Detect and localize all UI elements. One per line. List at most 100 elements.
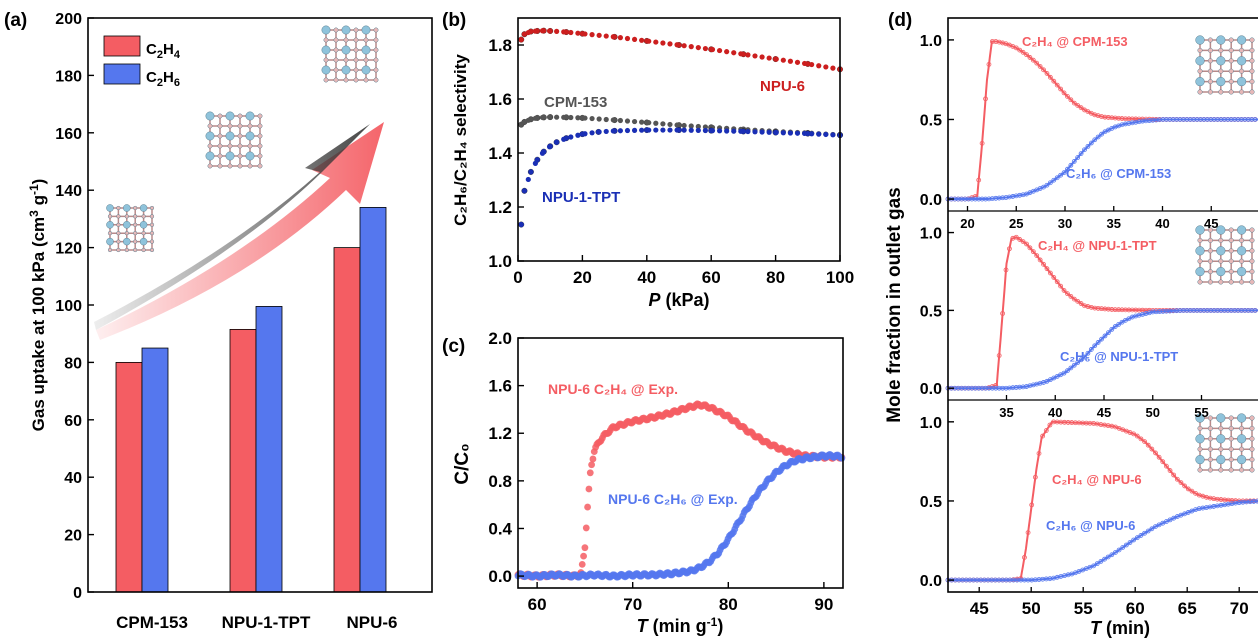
framework-atom <box>1207 446 1213 452</box>
framework-atom <box>1218 467 1224 473</box>
framework-atom <box>123 221 131 229</box>
framework-atom <box>1249 425 1255 431</box>
framework-atom <box>1207 89 1213 95</box>
framework-atom <box>1218 68 1224 74</box>
point-d1-c2h6 <box>1092 137 1098 143</box>
framework-atom <box>1249 415 1255 421</box>
chart-b-points <box>518 27 843 228</box>
point-d2-c2h6 <box>1249 307 1255 313</box>
framework-atom <box>247 123 253 129</box>
point-npu1tpt <box>575 132 581 138</box>
x-tick-label: 20 <box>573 268 592 287</box>
point-d2-c2h6 <box>1222 307 1227 313</box>
framework-atom <box>217 133 223 139</box>
framework-atom <box>1197 425 1203 431</box>
point-d2-c2h4 <box>1109 307 1115 312</box>
chart-b-x-axis-label: P (kPa) <box>648 290 709 310</box>
point-d1-c2h6 <box>1191 117 1197 122</box>
framework-atom <box>1207 58 1213 64</box>
framework-atom <box>237 153 243 159</box>
point-d1-c2h6 <box>1061 170 1067 176</box>
point-npu1tpt <box>624 127 631 134</box>
point-d3-c2h6 <box>1127 540 1133 545</box>
point-npu6 <box>724 49 730 55</box>
point-npu6 <box>568 29 574 36</box>
framework-atom <box>363 57 369 63</box>
point-d1-c2h4 <box>1133 116 1139 122</box>
point-cpm153 <box>688 123 694 129</box>
point-npu6 <box>582 31 588 37</box>
point-cpm153 <box>532 115 538 121</box>
framework-structure-icon-npu1tpt <box>205 111 263 169</box>
framework-atom <box>149 205 155 211</box>
framework-structure-icon-d1 <box>1195 35 1255 95</box>
framework-atom <box>1195 35 1205 45</box>
point-d2-c2h6 <box>1102 333 1108 339</box>
point-npu1tpt <box>653 127 659 133</box>
framework-atom <box>1207 68 1213 74</box>
framework-atom <box>1228 436 1234 442</box>
x-tick-label: 55 <box>1074 599 1093 618</box>
point-d3-c2h4 <box>1040 433 1046 439</box>
point-d3-c2h6 <box>1094 561 1100 567</box>
line-d3-c2h4 <box>948 420 1258 582</box>
point-d1-c2h4 <box>1017 47 1023 53</box>
y-tick-label: 0.4 <box>488 519 512 538</box>
point-npu1tpt <box>794 130 801 136</box>
chart-b-ticks: 0 20 40 60 80 100 1.0 1.2 1.4 1.6 1.8 <box>488 36 854 287</box>
point-d1-c2h6 <box>1215 117 1220 122</box>
framework-atom <box>1228 58 1234 64</box>
framework-atom <box>1228 37 1234 43</box>
framework-atom <box>1195 76 1205 87</box>
framework-atom <box>133 247 138 253</box>
framework-atom <box>323 37 329 43</box>
y-tick-label: 100 <box>55 298 82 315</box>
framework-atom <box>363 37 369 43</box>
framework-atom <box>1249 279 1255 285</box>
point-d3-c2h6 <box>1123 542 1129 548</box>
framework-atom <box>217 153 223 159</box>
series-label-cpm153: CPM-153 <box>544 94 607 111</box>
bar-npu-6-c2h4 <box>333 247 361 593</box>
chart-c-x-axis-label: T (min g-1) <box>637 615 724 636</box>
framework-atom <box>321 25 331 35</box>
chart-d-decoration <box>1195 35 1255 473</box>
framework-atom <box>1228 227 1234 233</box>
framework-structure-icon-cpm153 <box>106 204 155 253</box>
point-d1-c2h4 <box>1092 112 1098 118</box>
point-d2-c2h6 <box>1109 326 1115 332</box>
framework-atom <box>1249 436 1255 442</box>
framework-atom <box>373 37 379 43</box>
x-tick-label: 100 <box>826 268 854 287</box>
point-d2-c2h4 <box>1088 304 1094 310</box>
series-label-npu6: NPU-6 <box>760 78 805 95</box>
point-d2-c2h6 <box>1095 340 1101 345</box>
point-npu1tpt <box>688 127 694 133</box>
series-label-d1-c2h6: C₂H₆ @ CPM-153 <box>1066 166 1171 181</box>
chart-d-frame <box>947 17 1258 593</box>
point-d2-c2h6 <box>1198 307 1203 313</box>
point-d2-c2h6 <box>1136 312 1142 318</box>
point-d3-c2h4 <box>1164 463 1169 469</box>
point-d2-c2h4 <box>1112 307 1118 313</box>
point-d3-c2h6 <box>1091 563 1096 569</box>
point-npu6 <box>610 34 616 40</box>
point-d1-c2h4 <box>1119 116 1125 121</box>
framework-atom <box>373 77 379 83</box>
point-npu6-c2h4 <box>589 455 597 463</box>
point-cpm153 <box>589 115 595 122</box>
point-npu6 <box>660 40 666 46</box>
point-d2-c2h6 <box>1013 385 1019 390</box>
framework-atom <box>1197 89 1203 95</box>
point-npu6-c2h4 <box>578 560 586 568</box>
y-tick-label: 1.6 <box>488 90 512 109</box>
point-d2-c2h6 <box>1225 307 1231 313</box>
framework-atom <box>363 77 369 83</box>
point-d1-c2h6 <box>1225 117 1231 122</box>
framework-atom <box>1218 258 1224 264</box>
framework-atom <box>1207 457 1213 463</box>
chart-c-y-axis-label: C/C₀ <box>452 443 473 484</box>
point-d2-c2h4 <box>1068 293 1074 299</box>
point-d3-c2h4 <box>1171 472 1177 478</box>
y-tick-label: 0.0 <box>920 381 942 398</box>
